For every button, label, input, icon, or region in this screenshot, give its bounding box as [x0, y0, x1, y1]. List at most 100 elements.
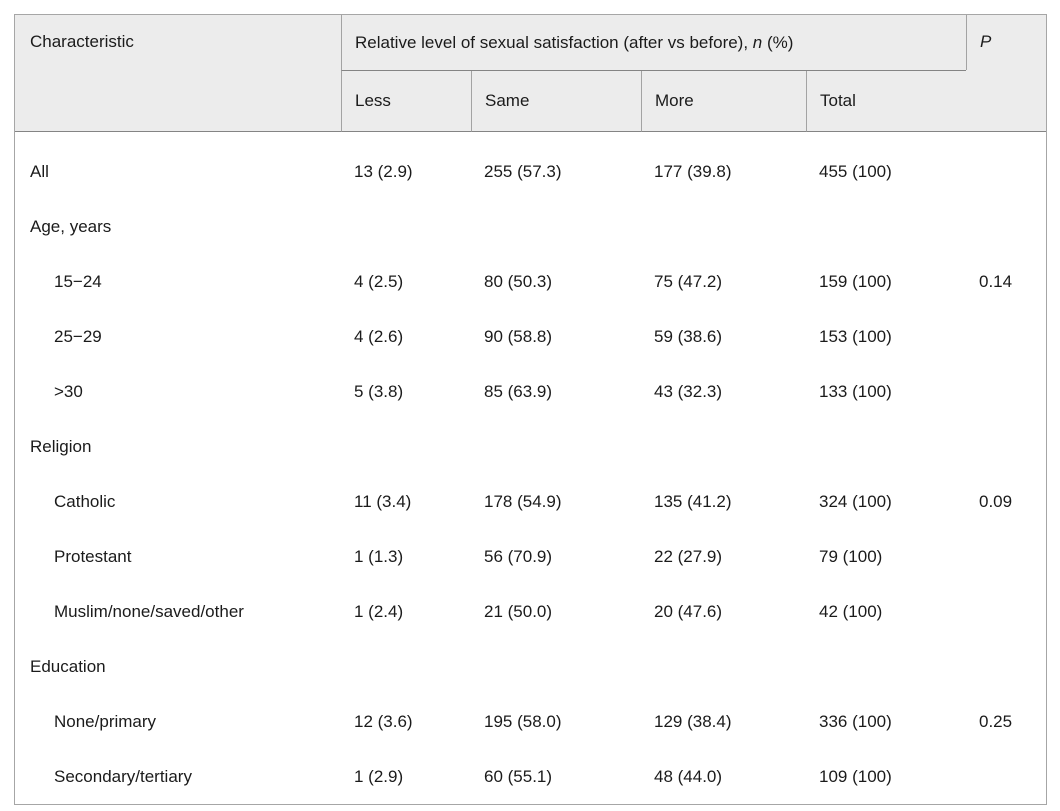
cell-total: 109 (100) [806, 749, 966, 804]
cell-more: 177 (39.8) [641, 132, 806, 199]
header-row-1: Characteristic Relative level of sexual … [15, 15, 1046, 132]
column-header-satisfaction-span: Relative level of sexual satisfaction (a… [341, 15, 966, 71]
cell-p [966, 132, 1046, 199]
cell-less [341, 199, 471, 254]
column-header-total: Total [806, 71, 966, 132]
cell-same: 195 (58.0) [471, 694, 641, 749]
cell-p: 0.09 [966, 474, 1046, 529]
cell-total: 153 (100) [806, 309, 966, 364]
row-label: >30 [15, 364, 341, 419]
cell-less: 4 (2.6) [341, 309, 471, 364]
cell-more: 135 (41.2) [641, 474, 806, 529]
cell-less: 1 (2.4) [341, 584, 471, 639]
cell-same [471, 419, 641, 474]
characteristics-table: Characteristic Relative level of sexual … [14, 14, 1047, 805]
column-header-more: More [641, 71, 806, 132]
span-header-prefix: Relative level of sexual satisfaction (a… [355, 32, 753, 52]
cell-more [641, 199, 806, 254]
table-row: 15−24 4 (2.5) 80 (50.3) 75 (47.2) 159 (1… [15, 254, 1046, 309]
cell-less: 13 (2.9) [341, 132, 471, 199]
cell-total: 133 (100) [806, 364, 966, 419]
cell-total: 79 (100) [806, 529, 966, 584]
cell-same: 85 (63.9) [471, 364, 641, 419]
table-row: Catholic 11 (3.4) 178 (54.9) 135 (41.2) … [15, 474, 1046, 529]
cell-less [341, 639, 471, 694]
cell-more: 75 (47.2) [641, 254, 806, 309]
row-label: Muslim/none/saved/other [15, 584, 341, 639]
table-row: None/primary 12 (3.6) 195 (58.0) 129 (38… [15, 694, 1046, 749]
span-header-n: n [752, 32, 763, 52]
cell-p [966, 309, 1046, 364]
cell-p [966, 364, 1046, 419]
row-label: Secondary/tertiary [15, 749, 341, 804]
column-header-p: P [966, 15, 1046, 132]
cell-less: 11 (3.4) [341, 474, 471, 529]
cell-p [966, 419, 1046, 474]
cell-total [806, 639, 966, 694]
table-row: >30 5 (3.8) 85 (63.9) 43 (32.3) 133 (100… [15, 364, 1046, 419]
cell-less [341, 419, 471, 474]
row-label: All [15, 132, 341, 199]
row-label: None/primary [15, 694, 341, 749]
table-row: All 13 (2.9) 255 (57.3) 177 (39.8) 455 (… [15, 132, 1046, 199]
cell-same: 178 (54.9) [471, 474, 641, 529]
table-row: 25−29 4 (2.6) 90 (58.8) 59 (38.6) 153 (1… [15, 309, 1046, 364]
cell-total: 159 (100) [806, 254, 966, 309]
table-header: Characteristic Relative level of sexual … [15, 15, 1046, 132]
cell-less: 12 (3.6) [341, 694, 471, 749]
cell-same: 80 (50.3) [471, 254, 641, 309]
cell-p [966, 584, 1046, 639]
row-label: 25−29 [15, 309, 341, 364]
cell-total: 455 (100) [806, 132, 966, 199]
table-row: Religion [15, 419, 1046, 474]
row-label: Catholic [15, 474, 341, 529]
cell-p: 0.14 [966, 254, 1046, 309]
cell-less: 1 (1.3) [341, 529, 471, 584]
cell-same: 90 (58.8) [471, 309, 641, 364]
cell-total [806, 199, 966, 254]
cell-more [641, 639, 806, 694]
span-header-suffix: (%) [762, 32, 794, 52]
cell-more: 20 (47.6) [641, 584, 806, 639]
row-label: Religion [15, 419, 341, 474]
cell-same: 255 (57.3) [471, 132, 641, 199]
cell-less: 1 (2.9) [341, 749, 471, 804]
table-row: Education [15, 639, 1046, 694]
cell-more: 48 (44.0) [641, 749, 806, 804]
row-label: 15−24 [15, 254, 341, 309]
row-label: Education [15, 639, 341, 694]
cell-p: 0.25 [966, 694, 1046, 749]
cell-more: 22 (27.9) [641, 529, 806, 584]
cell-p [966, 639, 1046, 694]
cell-same [471, 639, 641, 694]
cell-more: 43 (32.3) [641, 364, 806, 419]
header-row-2: Less Same More Total [15, 71, 1046, 132]
cell-less: 4 (2.5) [341, 254, 471, 309]
cell-same: 21 (50.0) [471, 584, 641, 639]
table-body: All 13 (2.9) 255 (57.3) 177 (39.8) 455 (… [15, 132, 1046, 804]
cell-more: 59 (38.6) [641, 309, 806, 364]
column-header-same: Same [471, 71, 641, 132]
table-row: Secondary/tertiary 1 (2.9) 60 (55.1) 48 … [15, 749, 1046, 804]
cell-more [641, 419, 806, 474]
row-label: Protestant [15, 529, 341, 584]
cell-total: 336 (100) [806, 694, 966, 749]
cell-p [966, 199, 1046, 254]
cell-less: 5 (3.8) [341, 364, 471, 419]
column-header-less: Less [341, 71, 471, 132]
column-header-characteristic: Characteristic [15, 15, 341, 132]
cell-total: 324 (100) [806, 474, 966, 529]
cell-same: 60 (55.1) [471, 749, 641, 804]
cell-total [806, 419, 966, 474]
table-row: Age, years [15, 199, 1046, 254]
cell-same [471, 199, 641, 254]
cell-p [966, 749, 1046, 804]
table-row: Protestant 1 (1.3) 56 (70.9) 22 (27.9) 7… [15, 529, 1046, 584]
cell-same: 56 (70.9) [471, 529, 641, 584]
table-row: Muslim/none/saved/other 1 (2.4) 21 (50.0… [15, 584, 1046, 639]
cell-total: 42 (100) [806, 584, 966, 639]
cell-more: 129 (38.4) [641, 694, 806, 749]
row-label: Age, years [15, 199, 341, 254]
cell-p [966, 529, 1046, 584]
